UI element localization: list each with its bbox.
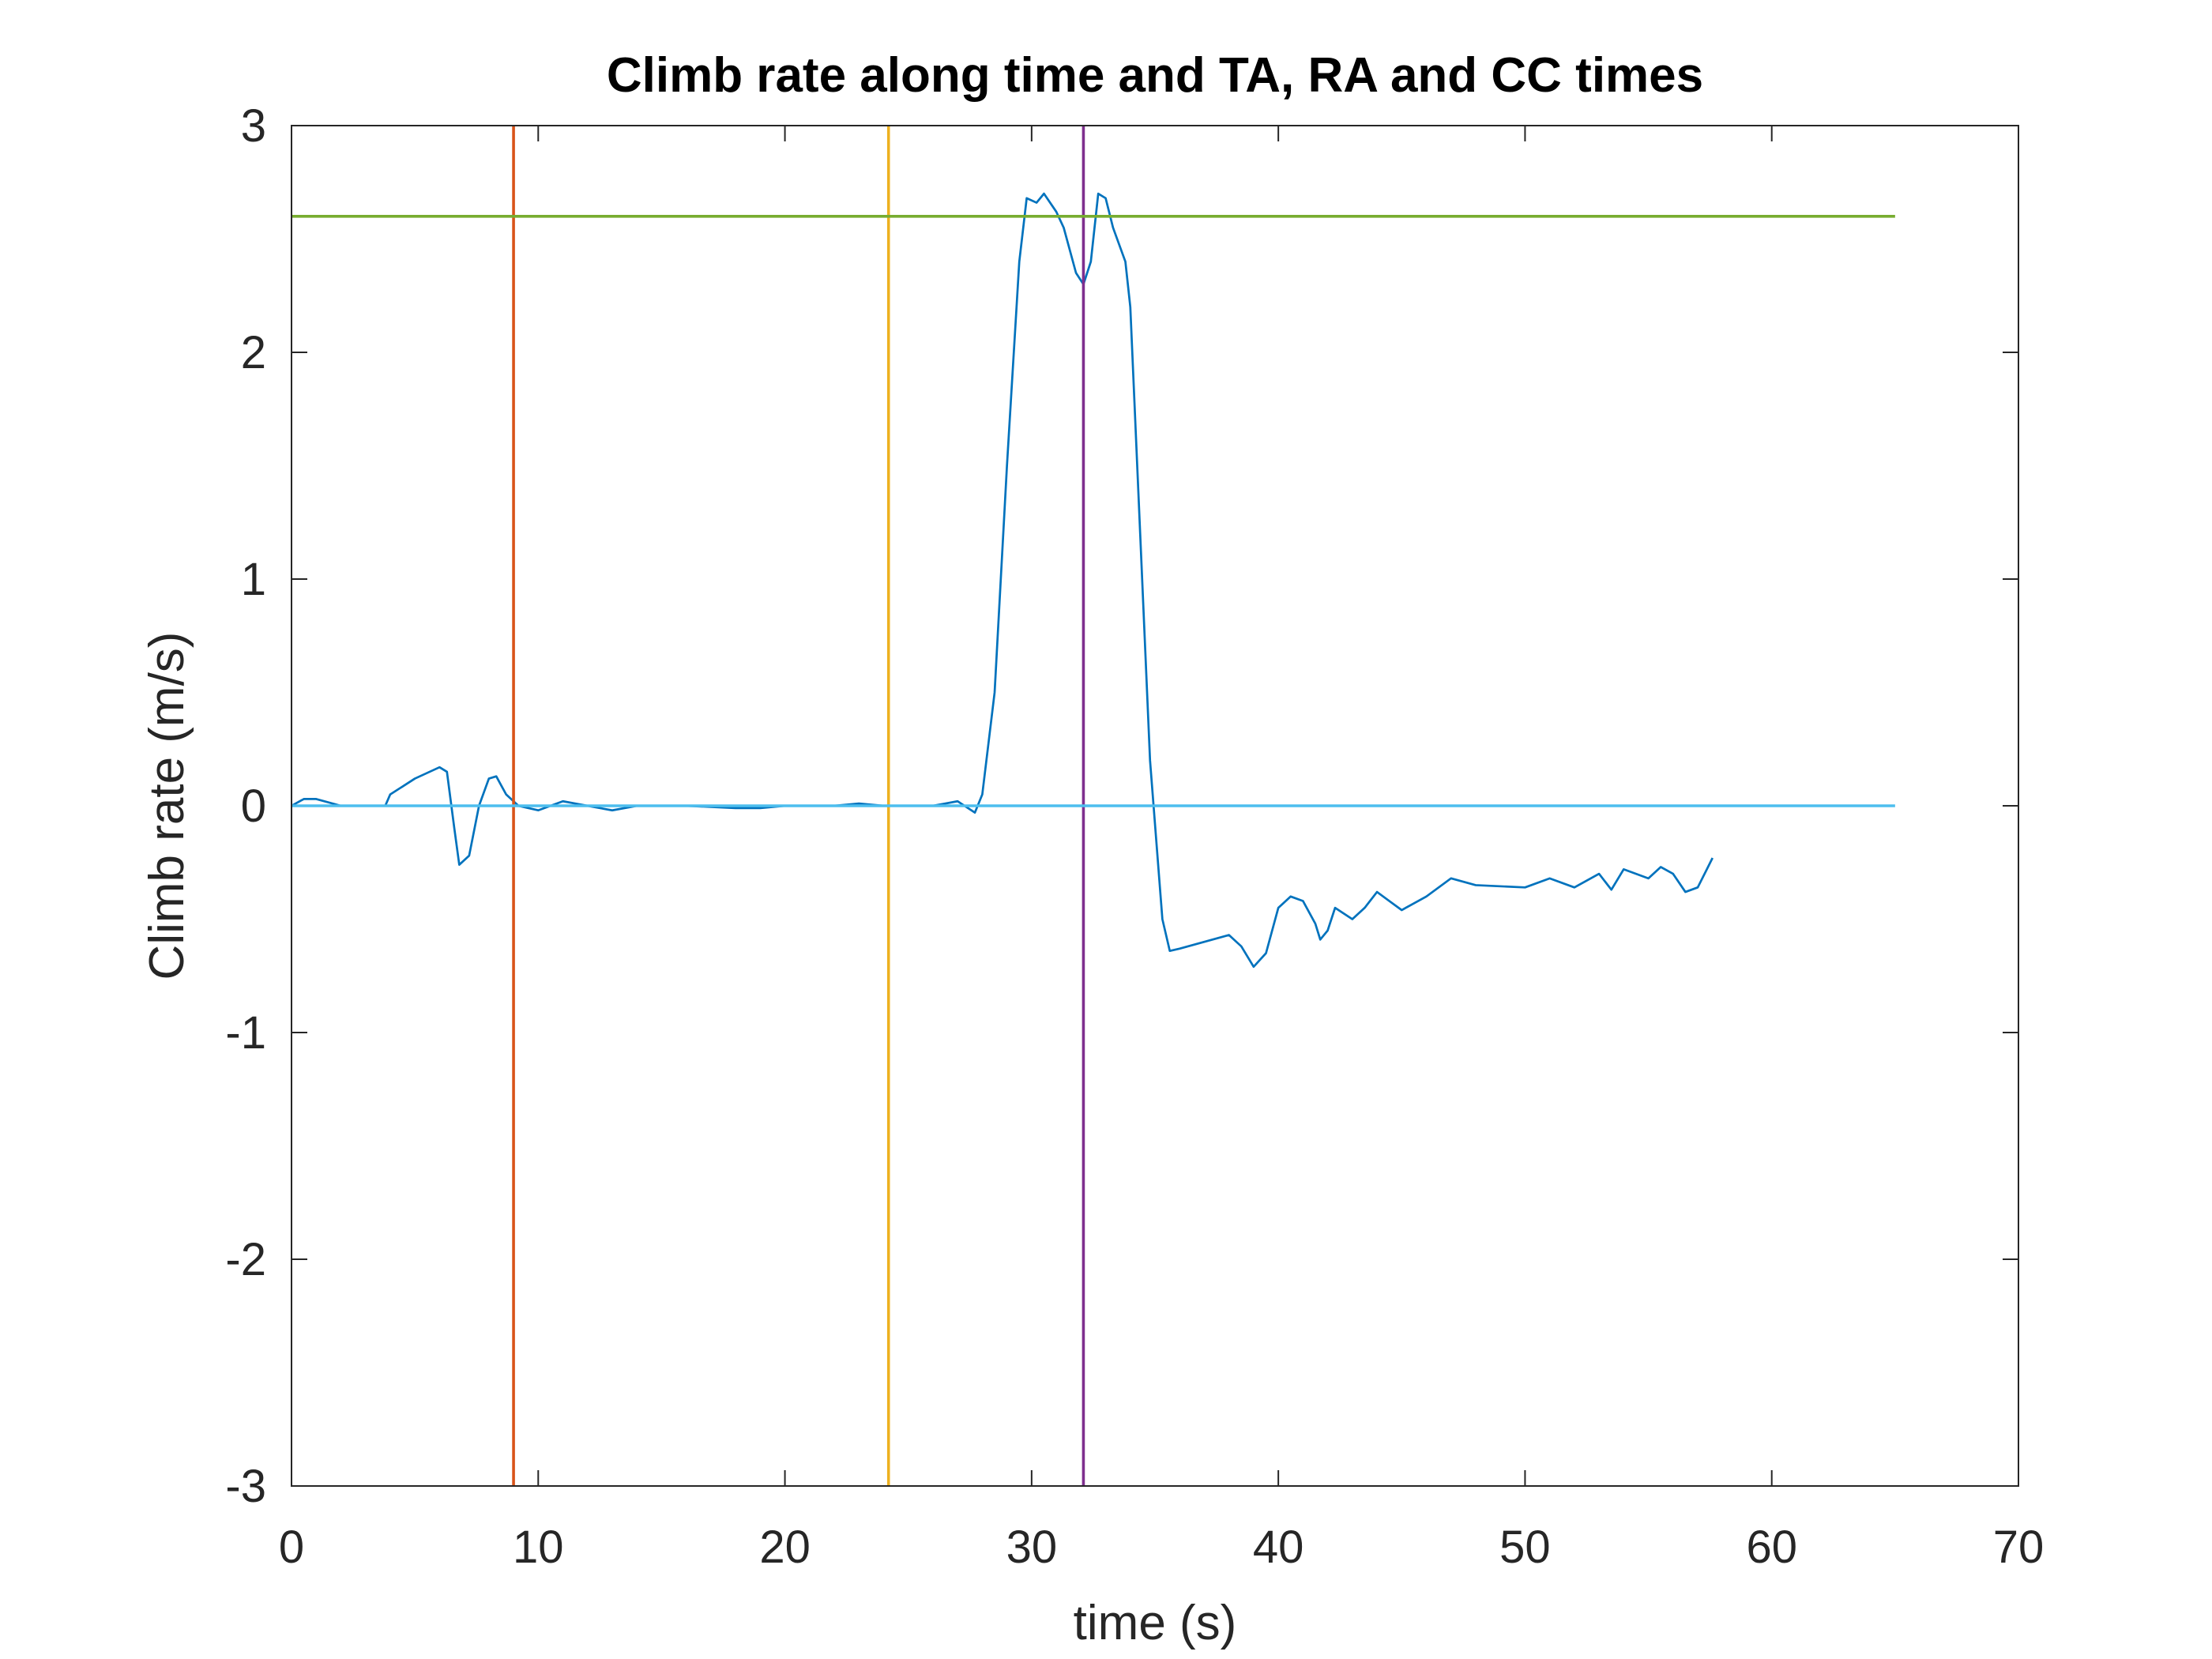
x-tick-label: 30 [1006,1522,1058,1573]
y-tick-label: 3 [241,100,266,152]
x-tick-label: 40 [1253,1522,1304,1573]
y-tick-label: 1 [241,554,266,605]
x-tick-label: 0 [279,1522,304,1573]
y-tick-label: 2 [241,327,266,378]
x-tick-label: 10 [513,1522,564,1573]
x-axis-label: time (s) [1074,1596,1237,1650]
y-axis-label: Climb rate (m/s) [140,632,194,980]
y-tick-label: -3 [225,1461,266,1512]
y-tick-label: 0 [241,781,266,832]
chart-title: Climb rate along time and TA, RA and CC … [607,48,1703,103]
y-tick-label: -1 [225,1007,266,1059]
x-tick-label: 20 [759,1522,811,1573]
x-tick-label: 50 [1499,1522,1551,1573]
y-tick-label: -2 [225,1234,266,1285]
x-tick-label: 70 [1993,1522,2045,1573]
series-line [291,192,1714,969]
plot-frame [291,125,2019,1487]
x-tick-label: 60 [1746,1522,1797,1573]
